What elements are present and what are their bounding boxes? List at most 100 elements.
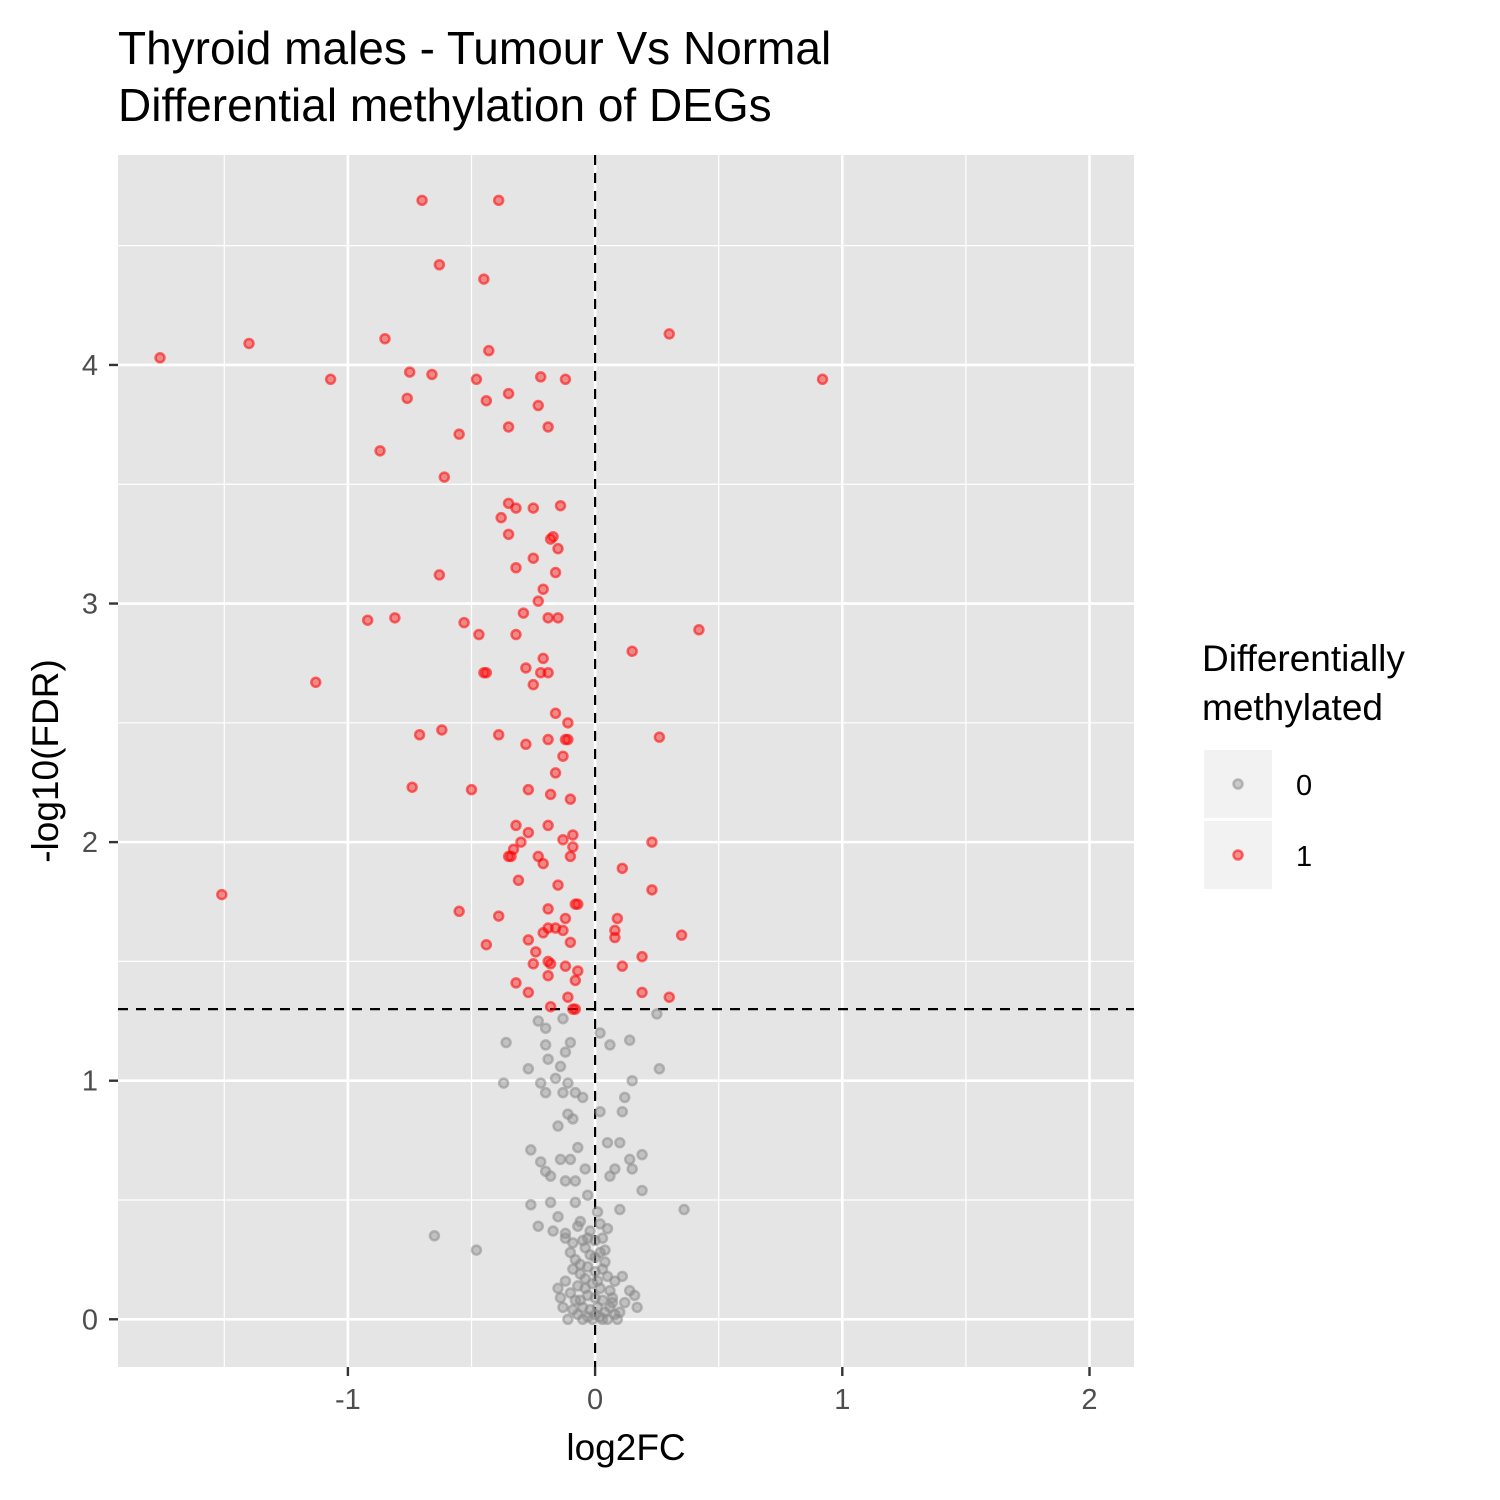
data-point [542,421,554,433]
data-point [537,583,549,595]
data-point [569,1196,582,1209]
data-point [579,1272,591,1285]
data-point [567,1113,579,1125]
data-point [646,836,658,848]
data-point [527,678,540,691]
data-point [522,826,535,839]
data-point [594,1027,606,1039]
data-point [389,612,401,624]
data-point [480,938,493,951]
data-point [616,960,629,972]
legend-label-0: 0 [1296,770,1312,802]
data-point [527,552,540,564]
data-point [539,1039,552,1051]
data-point [572,1220,584,1232]
data-point [243,337,255,350]
data-point [623,1153,636,1166]
data-point [492,729,505,741]
data-point [537,652,549,665]
data-point [216,888,228,901]
data-point [564,850,577,863]
data-point [626,1074,638,1087]
data-point [554,1060,567,1073]
data-point [569,1175,582,1187]
data-point [534,1156,547,1168]
x-tick-label: 2 [1081,1384,1097,1416]
data-point [601,1136,614,1149]
data-point [559,1275,572,1287]
data-point [653,1063,666,1075]
data-point [403,366,416,378]
data-point [480,394,493,407]
data-point [636,986,648,999]
data-point [623,1034,636,1046]
data-point [532,1015,544,1027]
y-tick-label: 2 [82,827,98,859]
series-methylated [154,194,829,1015]
data-point [502,421,515,433]
data-point [616,1105,629,1118]
data-point [604,1039,616,1051]
data-point [522,783,535,796]
x-tick-label: 0 [587,1384,603,1416]
data-point [433,258,446,271]
data-point [604,1301,616,1314]
data-point [520,662,532,674]
data-point [426,368,438,381]
data-point [525,1199,537,1211]
data-point [596,1232,609,1244]
data-point [416,194,428,207]
data-point [527,502,540,514]
legend-swatch-1 [1232,849,1244,861]
chart-title: Thyroid males - Tumour Vs Normal [118,22,831,74]
data-point [569,1294,582,1306]
data-point [542,903,554,915]
data-point [495,511,507,524]
data-point [542,666,554,679]
data-point [663,328,676,340]
data-point [564,793,577,805]
data-point [515,836,527,848]
data-point [564,1153,577,1166]
data-point [473,628,485,641]
legend-title-line1: Differentially [1202,638,1405,679]
data-point [510,628,522,641]
data-point [544,1196,557,1209]
y-tick-label: 0 [82,1304,98,1336]
data-point [500,1036,512,1049]
y-tick-label: 4 [82,350,98,382]
data-point [562,1077,574,1089]
data-point [599,1244,611,1256]
data-point [628,1289,641,1302]
legend-title-line2: methylated [1202,687,1383,728]
data-point [574,1258,587,1271]
data-point [564,1036,577,1049]
legend-key-0 [1204,750,1272,818]
data-point [557,1301,569,1314]
data-point [567,829,579,841]
data-point [591,1206,604,1218]
data-point [544,788,557,801]
data-point [510,561,522,574]
data-point [646,884,658,896]
data-point [559,1046,572,1058]
data-point [581,1189,594,1201]
data-point [542,969,554,982]
data-point [559,373,572,386]
legend-label-1: 1 [1296,841,1312,873]
data-point [614,1306,626,1318]
data-point [626,1163,638,1175]
data-point [557,750,569,762]
data-point [532,399,544,412]
data-point [559,1175,572,1187]
data-point [510,502,522,514]
data-point [547,1225,559,1237]
legend-swatch-0 [1232,778,1244,790]
data-point [606,1292,619,1304]
data-point [576,1091,589,1104]
data-point [626,645,638,658]
data-point [324,373,337,386]
data-point [616,862,629,875]
data-point [542,1053,554,1065]
data-point [502,387,515,400]
